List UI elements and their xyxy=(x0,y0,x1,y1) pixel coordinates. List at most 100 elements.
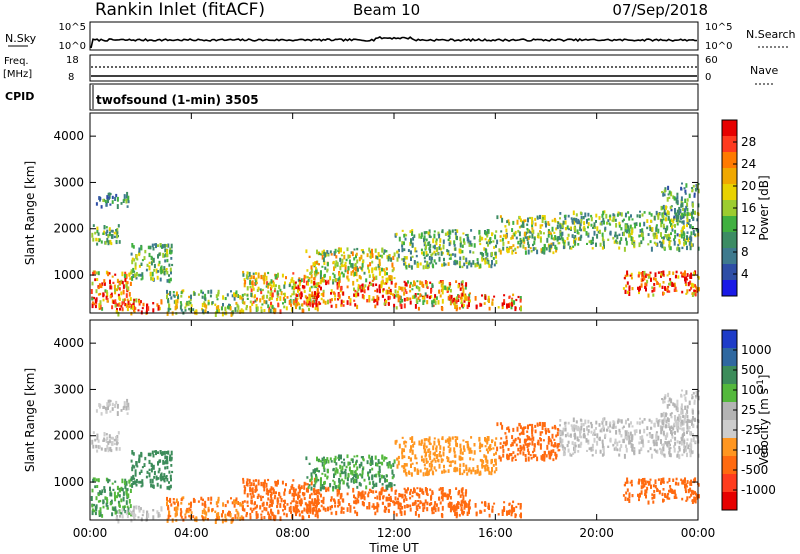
data-cell xyxy=(308,307,310,312)
data-cell xyxy=(685,205,688,210)
data-cell xyxy=(316,492,318,495)
data-cell xyxy=(177,294,179,300)
data-cell xyxy=(114,196,117,201)
data-cell xyxy=(152,484,154,488)
data-cell xyxy=(280,291,283,296)
data-cell xyxy=(345,258,348,262)
data-cell xyxy=(457,506,460,509)
data-cell xyxy=(564,421,567,425)
data-cell xyxy=(304,295,307,299)
data-cell xyxy=(682,479,685,484)
data-cell xyxy=(407,280,409,284)
data-cell xyxy=(346,275,349,280)
data-cell xyxy=(455,511,458,516)
data-cell xyxy=(131,243,134,248)
data-cell xyxy=(318,263,320,266)
data-cell xyxy=(305,487,308,493)
data-cell xyxy=(256,306,259,312)
data-cell xyxy=(491,260,493,265)
data-cell xyxy=(531,423,534,429)
data-cell xyxy=(394,441,397,445)
data-cell xyxy=(94,511,97,516)
data-cell xyxy=(217,305,220,310)
data-cell xyxy=(265,492,268,495)
data-cell xyxy=(687,488,690,494)
data-cell xyxy=(337,248,340,251)
data-cell xyxy=(339,257,342,262)
data-cell xyxy=(190,511,193,515)
data-cell xyxy=(371,248,373,254)
data-cell xyxy=(352,270,355,273)
data-cell xyxy=(340,510,343,514)
data-cell xyxy=(245,514,248,518)
data-cell xyxy=(163,243,166,248)
data-cell xyxy=(121,307,124,311)
data-cell xyxy=(460,301,463,304)
data-cell xyxy=(667,400,670,403)
data-cell xyxy=(246,271,249,275)
data-cell xyxy=(653,283,656,286)
data-cell xyxy=(677,275,680,279)
data-cell xyxy=(663,453,666,457)
data-cell xyxy=(358,256,361,262)
data-cell xyxy=(548,451,551,457)
data-cell xyxy=(456,229,459,233)
data-cell xyxy=(379,461,382,465)
data-cell xyxy=(682,421,685,426)
data-cell xyxy=(356,466,359,471)
data-cell xyxy=(294,303,297,307)
data-cell xyxy=(655,434,658,439)
data-cell xyxy=(559,437,562,440)
data-cell xyxy=(375,255,378,259)
data-cell xyxy=(166,465,169,470)
data-cell xyxy=(354,292,357,298)
data-cell xyxy=(382,475,385,479)
data-cell xyxy=(315,292,318,296)
data-cell xyxy=(110,229,113,233)
data-cell xyxy=(622,218,625,221)
data-cell xyxy=(128,302,131,305)
data-cell xyxy=(467,296,470,301)
data-cell xyxy=(573,427,576,432)
nsearch-tick-top: 10^5 xyxy=(705,22,732,33)
data-cell xyxy=(327,506,329,512)
data-cell xyxy=(677,421,680,425)
data-cell xyxy=(660,222,663,228)
data-cell xyxy=(275,491,277,495)
data-cell xyxy=(371,475,374,481)
data-cell xyxy=(423,299,426,303)
data-cell xyxy=(263,483,266,488)
data-cell xyxy=(615,430,618,435)
data-cell xyxy=(449,490,452,493)
data-cell xyxy=(341,465,344,471)
data-cell xyxy=(618,431,621,435)
data-cell xyxy=(301,516,304,520)
data-cell xyxy=(133,505,136,509)
data-cell xyxy=(352,280,355,286)
data-cell xyxy=(410,256,412,261)
data-cell xyxy=(631,434,634,437)
data-cell xyxy=(215,501,218,505)
data-cell xyxy=(170,257,173,260)
data-cell xyxy=(128,292,131,297)
data-cell xyxy=(403,297,406,302)
data-cell xyxy=(149,452,152,457)
data-cell xyxy=(590,216,593,222)
data-cell xyxy=(419,280,422,285)
data-cell xyxy=(292,272,295,275)
data-cell xyxy=(132,452,135,456)
data-cell xyxy=(461,282,464,286)
data-cell xyxy=(532,243,534,247)
data-cell xyxy=(131,259,134,265)
data-cell xyxy=(96,242,99,246)
data-cell xyxy=(202,498,204,502)
data-cell xyxy=(184,306,187,309)
data-cell xyxy=(279,296,282,301)
data-cell xyxy=(451,253,454,256)
data-cell xyxy=(493,246,496,249)
data-cell xyxy=(519,296,522,301)
data-cell xyxy=(432,471,435,476)
data-cell xyxy=(96,435,99,441)
data-cell xyxy=(666,433,669,438)
data-cell xyxy=(643,276,646,281)
